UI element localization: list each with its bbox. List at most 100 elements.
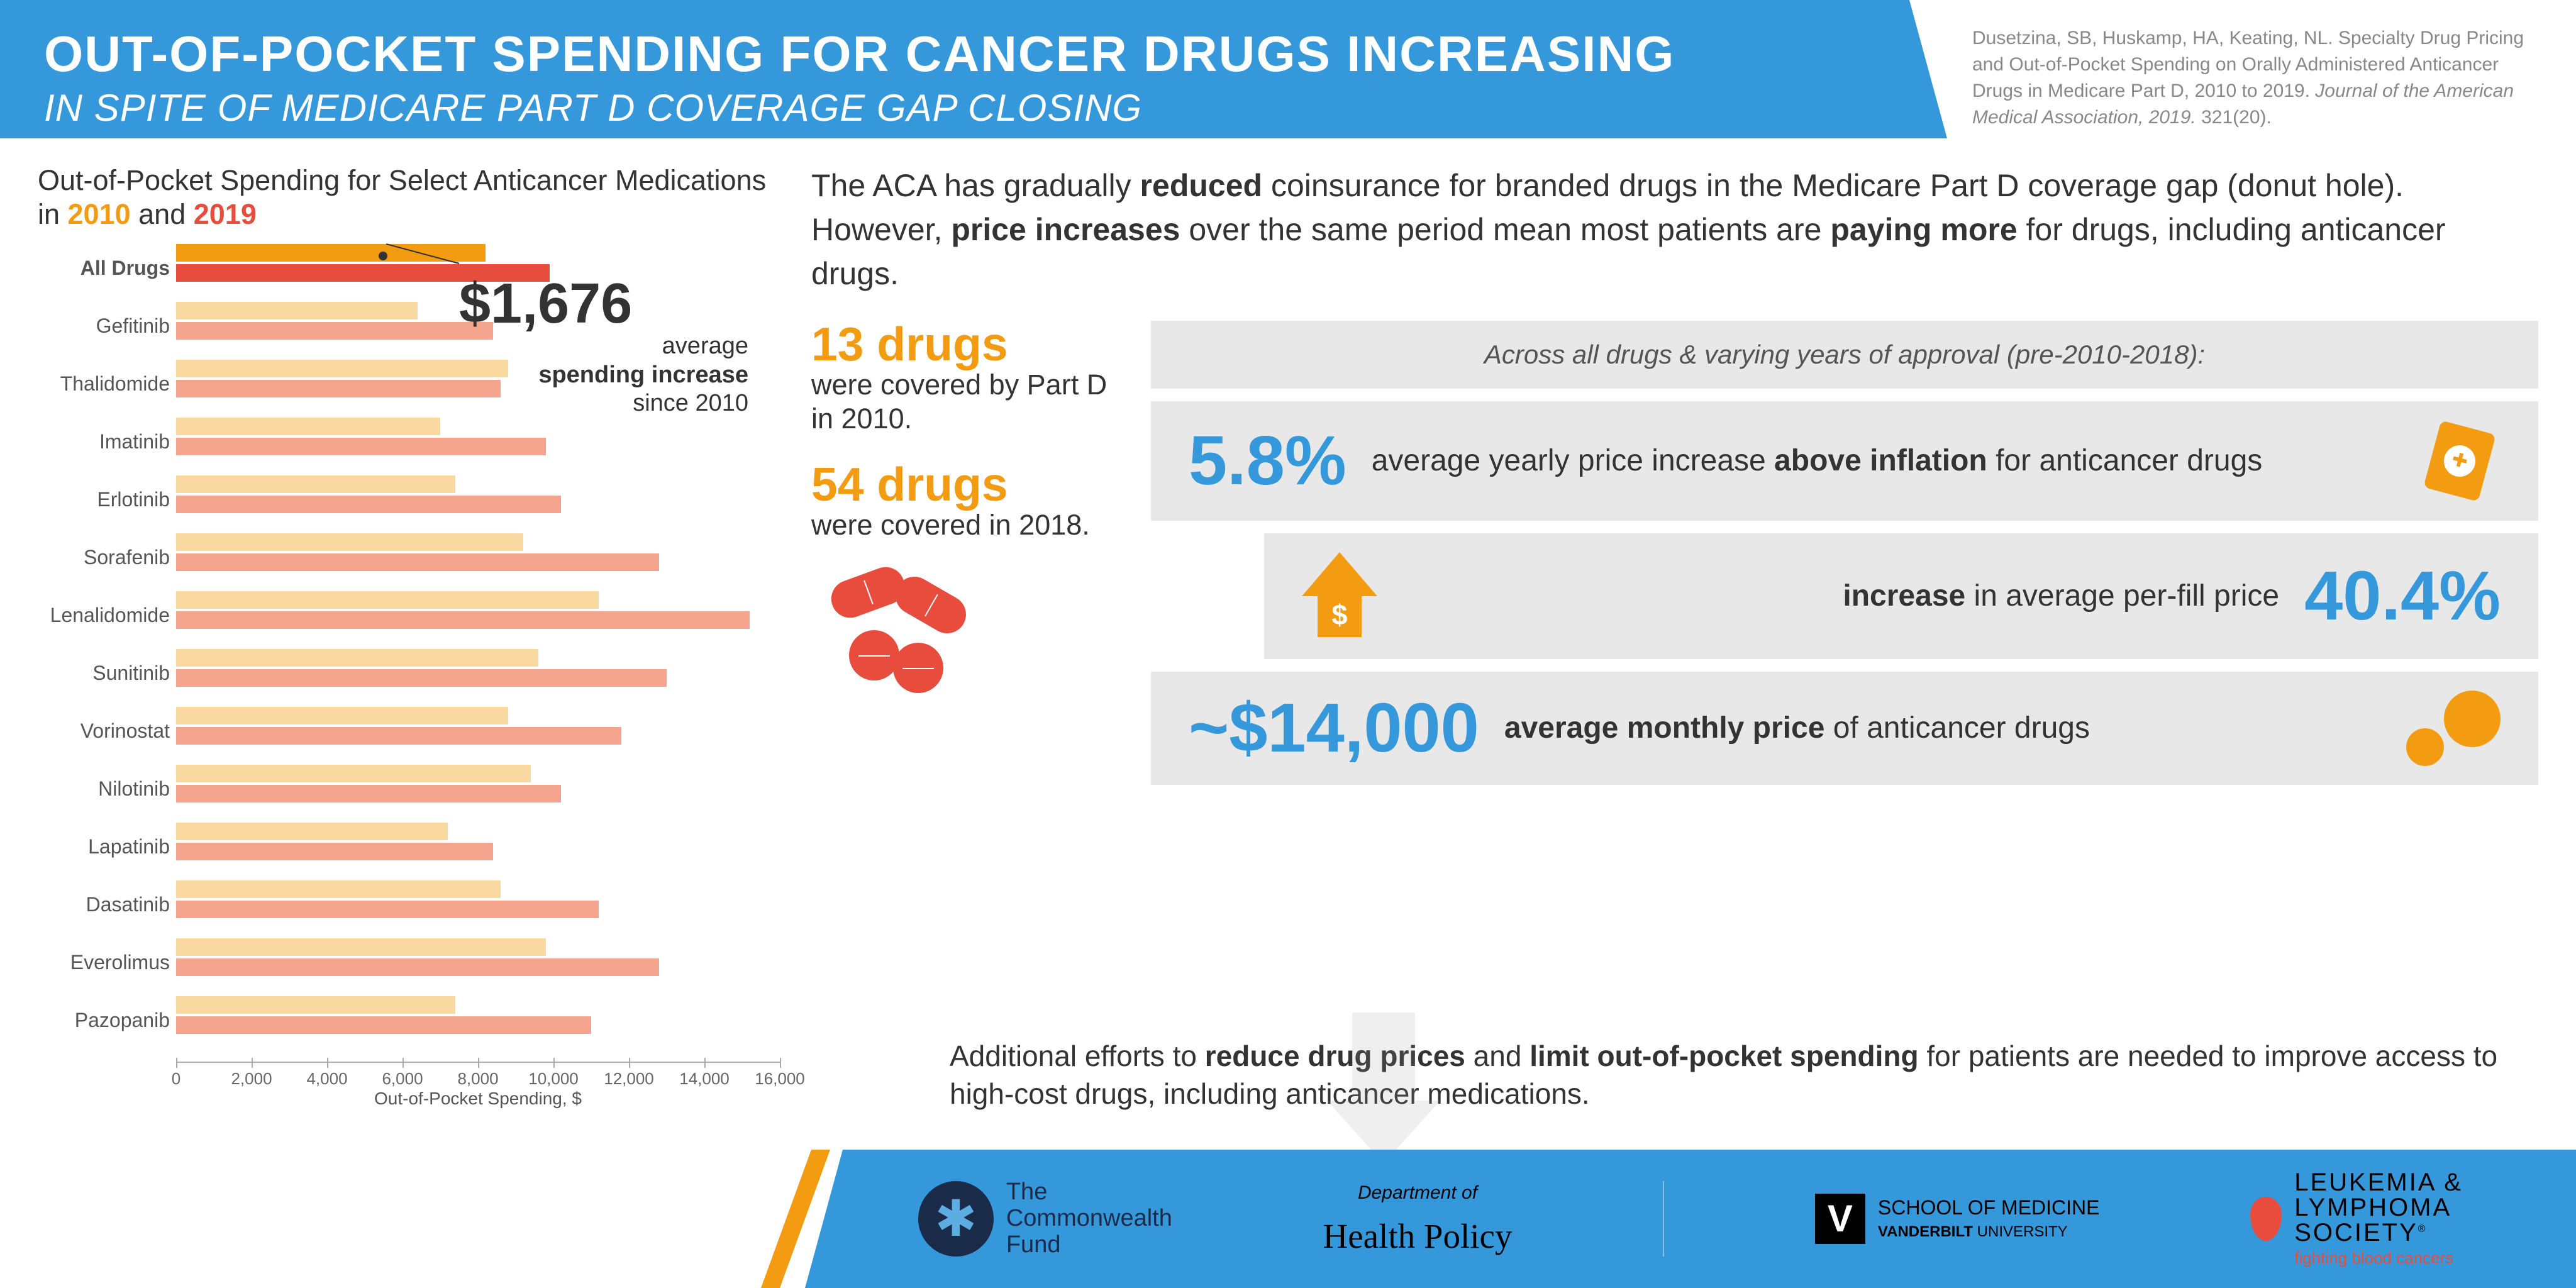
tick-label: 0 <box>172 1069 180 1089</box>
bar-2010 <box>176 302 418 319</box>
stat-row-1: 5.8% average yearly price increase above… <box>1151 401 2538 521</box>
pills-icon <box>811 567 1126 693</box>
tick <box>327 1058 328 1068</box>
bar-2019 <box>176 1016 591 1034</box>
drug-label: Erlotinib <box>38 488 170 511</box>
divider-icon <box>1663 1181 1664 1257</box>
callout-dot-icon <box>379 252 387 260</box>
bar-2010 <box>176 475 455 493</box>
left-stats: 13 drugs were covered by Part D in 2010.… <box>811 321 1126 1038</box>
bar-2010 <box>176 418 440 435</box>
callout-text: average spending increase since 2010 <box>459 332 748 418</box>
footer: TheCommonwealthFund Department of Health… <box>0 1150 2576 1288</box>
yellow-pills-icon <box>2406 691 2501 766</box>
stat-54-drugs: 54 drugs were covered in 2018. <box>811 461 1126 542</box>
year-2010: 2010 <box>68 198 131 230</box>
bar-chart: All DrugsGefitinibThalidomideImatinibErl… <box>38 244 780 1112</box>
tick <box>402 1058 404 1068</box>
stat-5-8: 5.8% <box>1189 426 1346 496</box>
bar-2010 <box>176 244 486 262</box>
tick-label: 6,000 <box>382 1069 423 1089</box>
subtitle: IN SPITE OF MEDICARE PART D COVERAGE GAP… <box>44 86 1903 130</box>
tick <box>553 1058 555 1068</box>
tick <box>629 1058 630 1068</box>
tick <box>252 1058 253 1068</box>
lls-logo: LEUKEMIA & LYMPHOMA SOCIETY® fighting bl… <box>2250 1170 2463 1268</box>
drug-label: Imatinib <box>38 430 170 453</box>
bar-2019 <box>176 785 561 802</box>
main-content: Out-of-Pocket Spending for Select Antica… <box>0 138 2576 1132</box>
drug-label: Lenalidomide <box>38 604 170 627</box>
stat-14000: ~$14,000 <box>1189 694 1479 763</box>
vanderbilt-logo: V SCHOOL OF MEDICINEVANDERBILT UNIVERSIT… <box>1815 1194 2100 1244</box>
bar-2019 <box>176 611 750 629</box>
blood-drop-icon <box>2250 1197 2282 1241</box>
tick-label: 12,000 <box>604 1069 654 1089</box>
pill-bottle-icon <box>2409 411 2509 511</box>
citation: Dusetzina, SB, Huskamp, HA, Keating, NL.… <box>1947 0 2576 138</box>
tick <box>176 1058 177 1068</box>
chart-panel: Out-of-Pocket Spending for Select Antica… <box>38 164 780 1132</box>
bar-2010 <box>176 938 546 956</box>
axis-title: Out-of-Pocket Spending, $ <box>374 1089 582 1109</box>
drug-label: Lapatinib <box>38 835 170 858</box>
bar-2019 <box>176 438 546 455</box>
bar-2019 <box>176 843 493 860</box>
drug-label: Everolimus <box>38 951 170 974</box>
callout-value: $1,676 <box>459 275 748 332</box>
chart-callout: $1,676 average spending increase since 2… <box>459 275 748 418</box>
drug-label: Nilotinib <box>38 777 170 801</box>
bar-2019 <box>176 958 659 976</box>
drug-label: Sunitinib <box>38 662 170 685</box>
bar-2019 <box>176 553 659 571</box>
arrow-down-icon <box>1327 1013 1440 1163</box>
drug-label: Dasatinib <box>38 893 170 916</box>
tick-label: 10,000 <box>528 1069 579 1089</box>
drug-label: Vorinostat <box>38 719 170 743</box>
bar-2010 <box>176 765 531 782</box>
bar-2019 <box>176 496 561 513</box>
year-2019: 2019 <box>194 198 257 230</box>
bar-2010 <box>176 823 448 840</box>
bar-2019 <box>176 380 501 397</box>
chart-title: Out-of-Pocket Spending for Select Antica… <box>38 164 780 231</box>
tick-label: 16,000 <box>755 1069 805 1089</box>
bar-2019 <box>176 322 493 340</box>
drug-label: Pazopanib <box>38 1009 170 1032</box>
bar-2010 <box>176 880 501 898</box>
drug-label: Gefitinib <box>38 314 170 338</box>
commonwealth-icon <box>918 1181 994 1257</box>
bar-2019 <box>176 901 599 918</box>
right-stats: Across all drugs & varying years of appr… <box>1151 321 2538 1038</box>
content-column: The ACA has gradually reduced coinsuranc… <box>811 164 2538 1132</box>
tick-label: 2,000 <box>231 1069 272 1089</box>
health-policy-logo: Department of Health Policy <box>1323 1182 1513 1256</box>
commonwealth-fund-logo: TheCommonwealthFund <box>918 1179 1172 1258</box>
bar-2010 <box>176 533 523 551</box>
header: OUT-OF-POCKET SPENDING FOR CANCER DRUGS … <box>0 0 2576 138</box>
stat-40-4: 40.4% <box>2304 562 2501 631</box>
mid-section: 13 drugs were covered by Part D in 2010.… <box>811 321 2538 1038</box>
drug-label: Sorafenib <box>38 546 170 569</box>
tick-label: 8,000 <box>457 1069 498 1089</box>
stat-13-drugs: 13 drugs were covered by Part D in 2010. <box>811 321 1126 436</box>
intro-paragraph: The ACA has gradually reduced coinsuranc… <box>811 164 2538 296</box>
tick <box>780 1058 781 1068</box>
tick-label: 4,000 <box>306 1069 347 1089</box>
bar-2010 <box>176 591 599 609</box>
conclusion: Additional efforts to reduce drug prices… <box>950 1038 2538 1113</box>
stat-row-2: increase in average per-fill price 40.4% <box>1264 533 2538 659</box>
bar-2019 <box>176 727 621 745</box>
v-icon: V <box>1815 1194 1865 1244</box>
stats-header: Across all drugs & varying years of appr… <box>1151 321 2538 389</box>
arrow-up-icon <box>1302 552 1377 640</box>
main-title: OUT-OF-POCKET SPENDING FOR CANCER DRUGS … <box>44 25 1903 83</box>
bar-2019 <box>176 669 667 687</box>
footer-logos: TheCommonwealthFund Department of Health… <box>805 1150 2576 1288</box>
tick <box>478 1058 479 1068</box>
header-banner: OUT-OF-POCKET SPENDING FOR CANCER DRUGS … <box>0 0 1947 138</box>
stat-row-3: ~$14,000 average monthly price of antica… <box>1151 672 2538 785</box>
bar-2010 <box>176 360 508 377</box>
bar-2010 <box>176 996 455 1014</box>
citation-issue: 321(20). <box>2201 107 2272 128</box>
